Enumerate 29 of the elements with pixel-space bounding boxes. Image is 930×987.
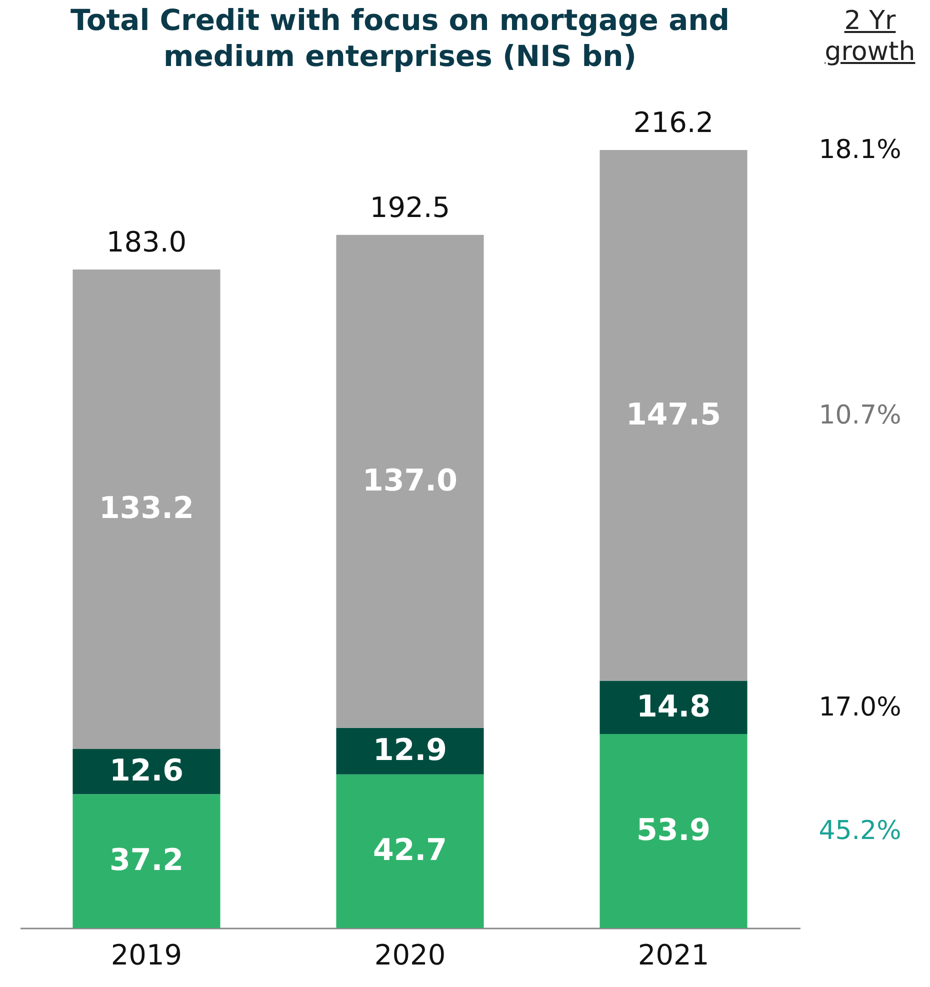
data-label: 53.9 [636, 813, 711, 848]
bar [336, 728, 484, 774]
data-label: 14.8 [636, 689, 711, 724]
data-label: 147.5 [626, 397, 721, 432]
text: 17.0% [818, 692, 902, 722]
data-label: 37.2 [109, 843, 184, 878]
bar [336, 234, 484, 728]
data-label: 12.6 [109, 753, 184, 788]
total-label: 192.5 [370, 190, 450, 224]
data-label: 12.9 [372, 733, 448, 768]
x-tick-label: 2020 [374, 938, 446, 972]
bar [600, 734, 748, 928]
x-tick-label: 2021 [638, 938, 710, 972]
text: 2 Yr growth [824, 6, 916, 68]
bar [72, 794, 220, 928]
bar [600, 150, 748, 681]
total-label: 183.0 [106, 225, 187, 258]
text: 10.7% [818, 400, 902, 430]
data-label: 133.2 [99, 491, 194, 526]
bar [72, 269, 220, 749]
total-label: 216.2 [633, 106, 714, 139]
data-label: 137.0 [362, 463, 458, 498]
data-label: 42.7 [372, 833, 448, 868]
text: 18.1% [818, 135, 902, 165]
chart-title: Total Credit with focus on mortgage and medium enterprises (NIS bn) [69, 2, 731, 74]
bar [336, 774, 484, 928]
bar [600, 680, 748, 734]
text: 45.2% [818, 816, 902, 846]
x-tick-label: 2019 [110, 938, 182, 972]
